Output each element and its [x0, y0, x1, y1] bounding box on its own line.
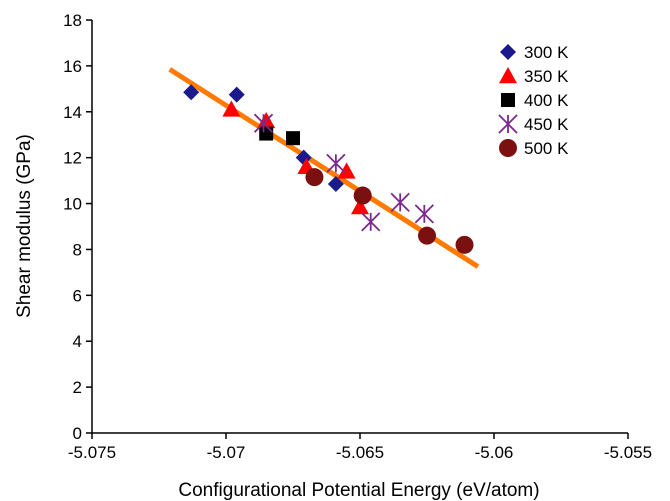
y-tick-label: 8 — [73, 240, 82, 259]
x-axis-title: Configurational Potential Energy (eV/ato… — [178, 480, 539, 501]
y-tick-label: 2 — [73, 378, 82, 397]
y-tick-label: 6 — [73, 286, 82, 305]
x-tick-label: -5.075 — [68, 443, 116, 462]
star-point — [414, 204, 434, 224]
axes: 0 2 4 6 8 10 12 14 16 18 -5.075 -5.07 -5.065 -5.06 -5.… — [63, 11, 652, 462]
star-point — [361, 212, 381, 232]
triangle-point — [337, 162, 356, 179]
star-point — [390, 192, 410, 213]
legend-label: 450 K — [524, 115, 569, 134]
y-tick-label: 14 — [63, 103, 82, 122]
star-point — [326, 153, 346, 174]
diamond-point — [183, 84, 200, 101]
circle-point — [305, 168, 324, 187]
data-points — [183, 84, 474, 254]
triangle-point — [351, 197, 369, 215]
legend: 300 K 350 K 400 K 450 K 500 K — [498, 43, 569, 158]
x-tick-label: -5.06 — [475, 443, 514, 462]
legend-marker-triangle — [499, 67, 517, 84]
legend-marker-diamond — [500, 44, 516, 60]
x-tick-label: -5.07 — [207, 443, 246, 462]
x-tick-label: -5.055 — [604, 443, 652, 462]
y-tick-label: 12 — [63, 149, 82, 168]
diamond-point — [327, 176, 344, 193]
legend-label: 400 K — [524, 91, 569, 110]
square-point — [259, 126, 274, 141]
y-axis-title: Shear modulus (GPa) — [14, 134, 35, 318]
circle-point — [353, 186, 372, 205]
legend-label: 300 K — [524, 43, 569, 62]
y-tick-label: 16 — [63, 57, 82, 76]
circle-point — [455, 235, 474, 254]
legend-label: 350 K — [524, 67, 569, 86]
star-point — [253, 113, 274, 133]
square-point — [286, 131, 300, 146]
legend-marker-square — [501, 93, 515, 107]
legend-label: 500 K — [524, 139, 569, 158]
legend-marker-star — [498, 114, 518, 134]
y-tick-label: 10 — [63, 195, 82, 214]
legend-marker-circle — [499, 139, 517, 157]
diamond-point — [228, 86, 245, 103]
y-tick-label: 0 — [73, 424, 82, 443]
x-tick-label: -5.065 — [336, 443, 384, 462]
y-tick-label: 4 — [73, 332, 82, 351]
y-tick-label: 18 — [63, 11, 82, 30]
circle-point — [418, 226, 436, 245]
triangle-point — [222, 100, 241, 117]
